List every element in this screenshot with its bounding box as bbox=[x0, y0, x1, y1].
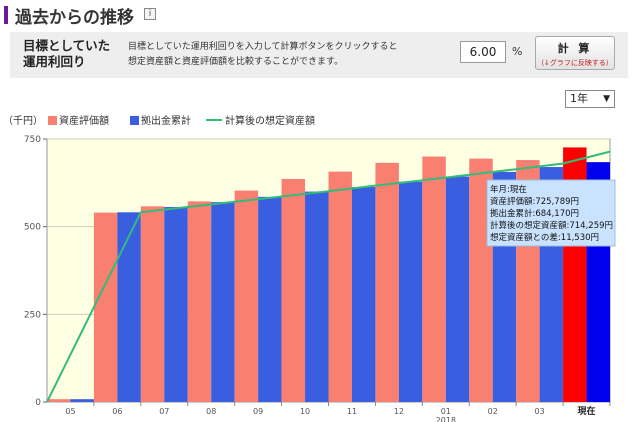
bar-asset bbox=[234, 190, 259, 402]
bar-contrib bbox=[70, 399, 94, 402]
calculate-button-label: 計 算 bbox=[557, 42, 593, 55]
bar-contrib bbox=[351, 187, 376, 402]
y-tick-label: 750 bbox=[24, 135, 41, 145]
period-select-value: 1年 bbox=[570, 92, 588, 105]
target-rate-input[interactable]: 6.00 bbox=[460, 41, 506, 63]
percent-unit: % bbox=[512, 45, 523, 58]
x-tick-label: 10 bbox=[300, 407, 310, 416]
tooltip-line2: 資産評価額:725,789円 bbox=[490, 196, 579, 207]
y-tick-label: 0 bbox=[35, 398, 41, 408]
bar-asset bbox=[422, 156, 446, 402]
description-line2: 想定資産額と資産評価額を比較することができます。 bbox=[128, 57, 344, 67]
bar-asset bbox=[328, 171, 352, 402]
bar-asset bbox=[375, 162, 399, 402]
bar-contrib bbox=[117, 212, 141, 402]
tooltip-line4: 計算後の想定資産額:714,259円 bbox=[490, 220, 613, 231]
x-year-label: 2018 bbox=[436, 416, 456, 422]
bar-asset bbox=[47, 399, 71, 402]
legend-unit: （千円） bbox=[3, 116, 43, 127]
calculate-button[interactable]: 計 算 （↓グラフに反映する） bbox=[535, 36, 615, 70]
legend-item-asset: 資産評価額 bbox=[48, 112, 109, 127]
description-line1: 目標としていた運用利回りを入力して計算ボタンをクリックすると bbox=[128, 42, 398, 52]
tooltip-box bbox=[486, 179, 616, 247]
bar-contrib bbox=[445, 176, 470, 402]
x-tick-label: 07 bbox=[159, 407, 169, 416]
bar-contrib bbox=[211, 202, 235, 402]
info-icon[interactable]: i bbox=[144, 8, 156, 20]
legend-swatch-asset bbox=[48, 116, 57, 125]
tooltip-line5: 想定資産額との差:11,530円 bbox=[490, 232, 599, 243]
legend-swatch-contrib bbox=[130, 116, 139, 125]
chevron-down-icon: ▼ bbox=[603, 94, 610, 104]
bar-contrib bbox=[164, 207, 188, 402]
y-tick-label: 500 bbox=[24, 223, 41, 233]
projected-line bbox=[46, 150, 611, 403]
header-accent-bar bbox=[4, 6, 8, 24]
legend-asset-label: 資産評価額 bbox=[59, 116, 109, 127]
x-tick-label: 08 bbox=[206, 407, 216, 416]
section-header: 過去からの推移 i bbox=[0, 0, 640, 30]
x-tick-label: 06 bbox=[112, 407, 122, 416]
legend-contrib-label: 拠出金累計 bbox=[141, 116, 191, 127]
bar-asset bbox=[281, 178, 306, 402]
bar-asset bbox=[93, 212, 118, 402]
period-select[interactable]: 1年 ▼ bbox=[565, 90, 615, 108]
x-tick-label: 現在 bbox=[578, 405, 596, 417]
x-tick-label: 02 bbox=[488, 407, 498, 416]
x-tick-label: 12 bbox=[394, 407, 404, 416]
target-rate-panel: 目標としていた 運用利回り 目標としていた運用利回りを入力して計算ボタンをクリッ… bbox=[10, 32, 628, 78]
x-tick-label: 11 bbox=[347, 407, 357, 416]
x-tick-label: 03 bbox=[535, 407, 545, 416]
bar-contrib bbox=[398, 181, 423, 402]
legend-projected-label: 計算後の想定資産額 bbox=[225, 116, 315, 127]
page-title: 過去からの推移 bbox=[15, 8, 134, 28]
bar-contrib bbox=[258, 196, 282, 402]
asset-transition-chart: 0 250 500 750 05 06 07 08 09 10 11 12 01 02 03 現在 2018 年月… bbox=[24, 135, 616, 422]
tooltip-line3: 拠出金累計:684,170円 bbox=[490, 208, 579, 219]
calculate-button-sublabel: （↓グラフに反映する） bbox=[537, 59, 613, 67]
x-tick-label: 01 bbox=[441, 407, 451, 416]
target-rate-label-line1: 目標としていた bbox=[23, 38, 111, 53]
y-tick-label: 250 bbox=[24, 310, 41, 320]
tooltip-line1: 年月:現在 bbox=[490, 184, 527, 195]
target-rate-label-line2: 運用利回り bbox=[23, 54, 86, 69]
legend-item-contrib: 拠出金累計 bbox=[130, 112, 191, 127]
target-rate-label: 目標としていた 運用利回り bbox=[23, 38, 110, 70]
bar-asset bbox=[187, 201, 212, 402]
x-tick-label: 09 bbox=[253, 407, 263, 416]
x-tick-label: 05 bbox=[65, 407, 75, 416]
bar-asset bbox=[140, 206, 165, 402]
bar-contrib bbox=[305, 191, 329, 402]
target-rate-description: 目標としていた運用利回りを入力して計算ボタンをクリックすると 想定資産額と資産評… bbox=[128, 40, 397, 70]
legend-swatch-projected bbox=[206, 119, 222, 121]
legend-item-projected: 計算後の想定資産額 bbox=[206, 112, 315, 127]
